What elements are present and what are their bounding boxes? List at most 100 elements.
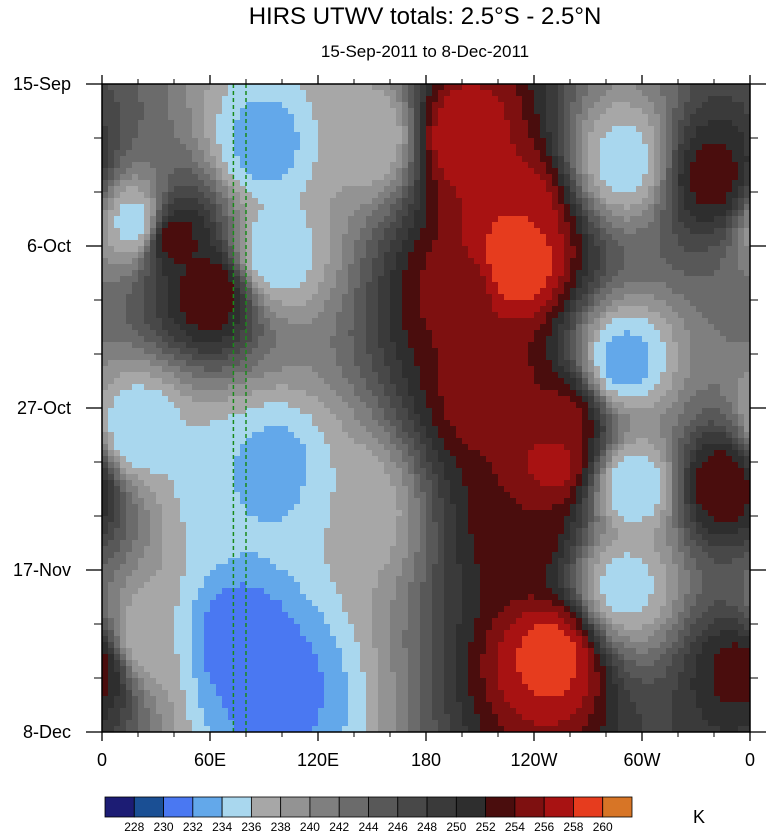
field-cell: [396, 204, 403, 211]
field-cell: [282, 186, 289, 193]
field-cell: [624, 282, 631, 289]
field-cell: [264, 312, 271, 319]
field-cell: [576, 156, 583, 163]
field-cell: [492, 192, 499, 199]
field-cell: [228, 108, 235, 115]
field-cell: [534, 228, 541, 235]
field-cell: [108, 126, 115, 133]
field-cell: [186, 120, 193, 127]
field-cell: [444, 336, 451, 343]
field-cell: [264, 270, 271, 277]
field-cell: [132, 306, 139, 313]
field-cell: [546, 150, 553, 157]
field-cell: [636, 276, 643, 283]
field-cell: [684, 180, 691, 187]
field-cell: [126, 354, 133, 361]
field-cell: [630, 324, 637, 331]
field-cell: [522, 156, 529, 163]
field-cell: [666, 150, 673, 157]
field-cell: [744, 330, 751, 337]
field-cell: [312, 120, 319, 127]
field-cell: [732, 276, 739, 283]
field-cell: [576, 204, 583, 211]
field-cell: [252, 246, 259, 253]
field-cell: [420, 216, 427, 223]
field-cell: [216, 198, 223, 205]
field-cell: [600, 252, 607, 259]
field-cell: [714, 348, 721, 355]
field-cell: [276, 114, 283, 121]
field-cell: [726, 288, 733, 295]
field-cell: [228, 354, 235, 361]
field-cell: [156, 108, 163, 115]
field-cell: [516, 258, 523, 265]
field-cell: [552, 216, 559, 223]
field-cell: [576, 234, 583, 241]
field-cell: [600, 150, 607, 157]
field-cell: [582, 234, 589, 241]
field-cell: [402, 210, 409, 217]
field-cell: [564, 198, 571, 205]
field-cell: [216, 156, 223, 163]
field-cell: [312, 282, 319, 289]
field-cell: [528, 228, 535, 235]
field-cell: [534, 336, 541, 343]
field-cell: [240, 360, 247, 367]
field-cell: [666, 108, 673, 115]
field-cell: [252, 294, 259, 301]
field-cell: [282, 168, 289, 175]
field-cell: [696, 330, 703, 337]
field-cell: [468, 138, 475, 145]
field-cell: [156, 198, 163, 205]
field-cell: [672, 222, 679, 229]
field-cell: [630, 90, 637, 97]
field-cell: [378, 192, 385, 199]
field-cell: [156, 144, 163, 151]
field-cell: [492, 210, 499, 217]
field-cell: [654, 252, 661, 259]
field-cell: [192, 246, 199, 253]
field-cell: [228, 168, 235, 175]
field-cell: [162, 162, 169, 169]
field-cell: [294, 114, 301, 121]
field-cell: [114, 354, 121, 361]
field-cell: [708, 306, 715, 313]
field-cell: [180, 318, 187, 325]
field-cell: [462, 126, 469, 133]
field-cell: [612, 210, 619, 217]
field-cell: [738, 150, 745, 157]
field-cell: [108, 282, 115, 289]
field-cell: [366, 330, 373, 337]
field-cell: [120, 336, 127, 343]
field-cell: [474, 126, 481, 133]
field-cell: [480, 144, 487, 151]
field-cell: [270, 306, 277, 313]
field-cell: [642, 336, 649, 343]
field-cell: [390, 96, 397, 103]
field-cell: [402, 96, 409, 103]
field-cell: [330, 264, 337, 271]
field-cell: [246, 132, 253, 139]
field-cell: [462, 108, 469, 115]
field-cell: [552, 354, 559, 361]
field-cell: [408, 300, 415, 307]
field-cell: [348, 306, 355, 313]
field-cell: [636, 180, 643, 187]
field-cell: [660, 138, 667, 145]
field-cell: [276, 300, 283, 307]
field-cell: [432, 342, 439, 349]
field-cell: [300, 354, 307, 361]
field-cell: [534, 150, 541, 157]
field-cell: [156, 330, 163, 337]
field-cell: [138, 330, 145, 337]
field-cell: [414, 84, 421, 91]
field-cell: [258, 252, 265, 259]
field-cell: [732, 324, 739, 331]
field-cell: [354, 90, 361, 97]
chart-subtitle: 15-Sep-2011 to 8-Dec-2011: [321, 42, 529, 61]
field-cell: [516, 102, 523, 109]
field-cell: [624, 306, 631, 313]
field-cell: [270, 252, 277, 259]
field-cell: [456, 162, 463, 169]
field-cell: [462, 348, 469, 355]
